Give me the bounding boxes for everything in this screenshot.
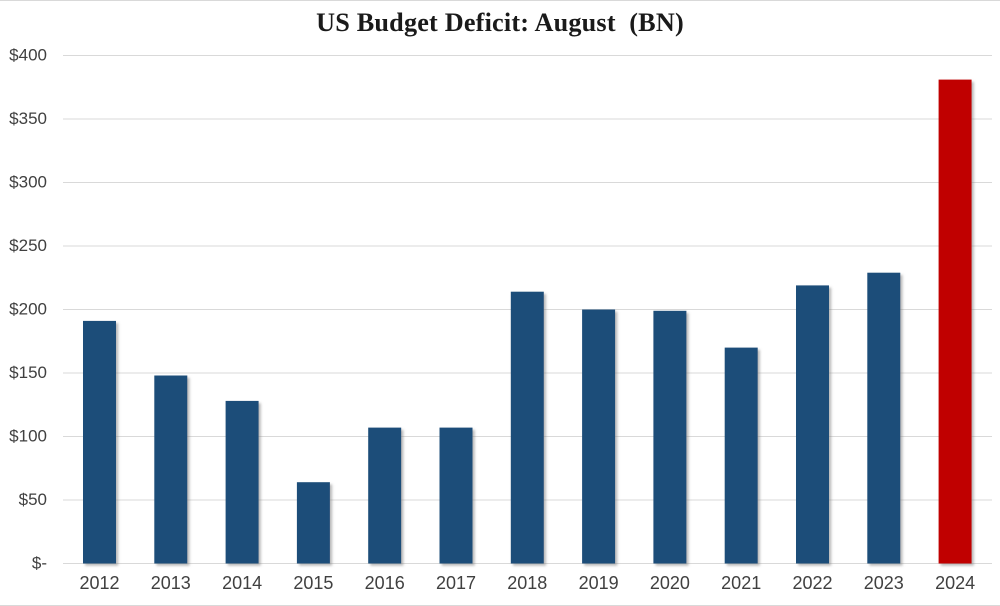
svg-text:2015: 2015 [293, 573, 333, 593]
svg-text:$150: $150 [9, 363, 47, 382]
svg-text:$400: $400 [9, 46, 47, 65]
svg-text:2018: 2018 [507, 573, 547, 593]
svg-text:2017: 2017 [436, 573, 476, 593]
svg-text:2014: 2014 [222, 573, 262, 593]
svg-text:2022: 2022 [792, 573, 832, 593]
svg-text:2019: 2019 [579, 573, 619, 593]
svg-text:2023: 2023 [864, 573, 904, 593]
svg-text:2020: 2020 [650, 573, 690, 593]
svg-text:$350: $350 [9, 109, 47, 128]
svg-text:$250: $250 [9, 236, 47, 255]
svg-text:$200: $200 [9, 300, 47, 319]
svg-text:2016: 2016 [365, 573, 405, 593]
svg-text:2013: 2013 [151, 573, 191, 593]
svg-text:$-: $- [32, 554, 47, 573]
svg-text:2024: 2024 [935, 573, 975, 593]
svg-text:$300: $300 [9, 173, 47, 192]
svg-text:2021: 2021 [721, 573, 761, 593]
svg-text:2012: 2012 [79, 573, 119, 593]
svg-text:$100: $100 [9, 427, 47, 446]
svg-text:$50: $50 [19, 490, 47, 509]
